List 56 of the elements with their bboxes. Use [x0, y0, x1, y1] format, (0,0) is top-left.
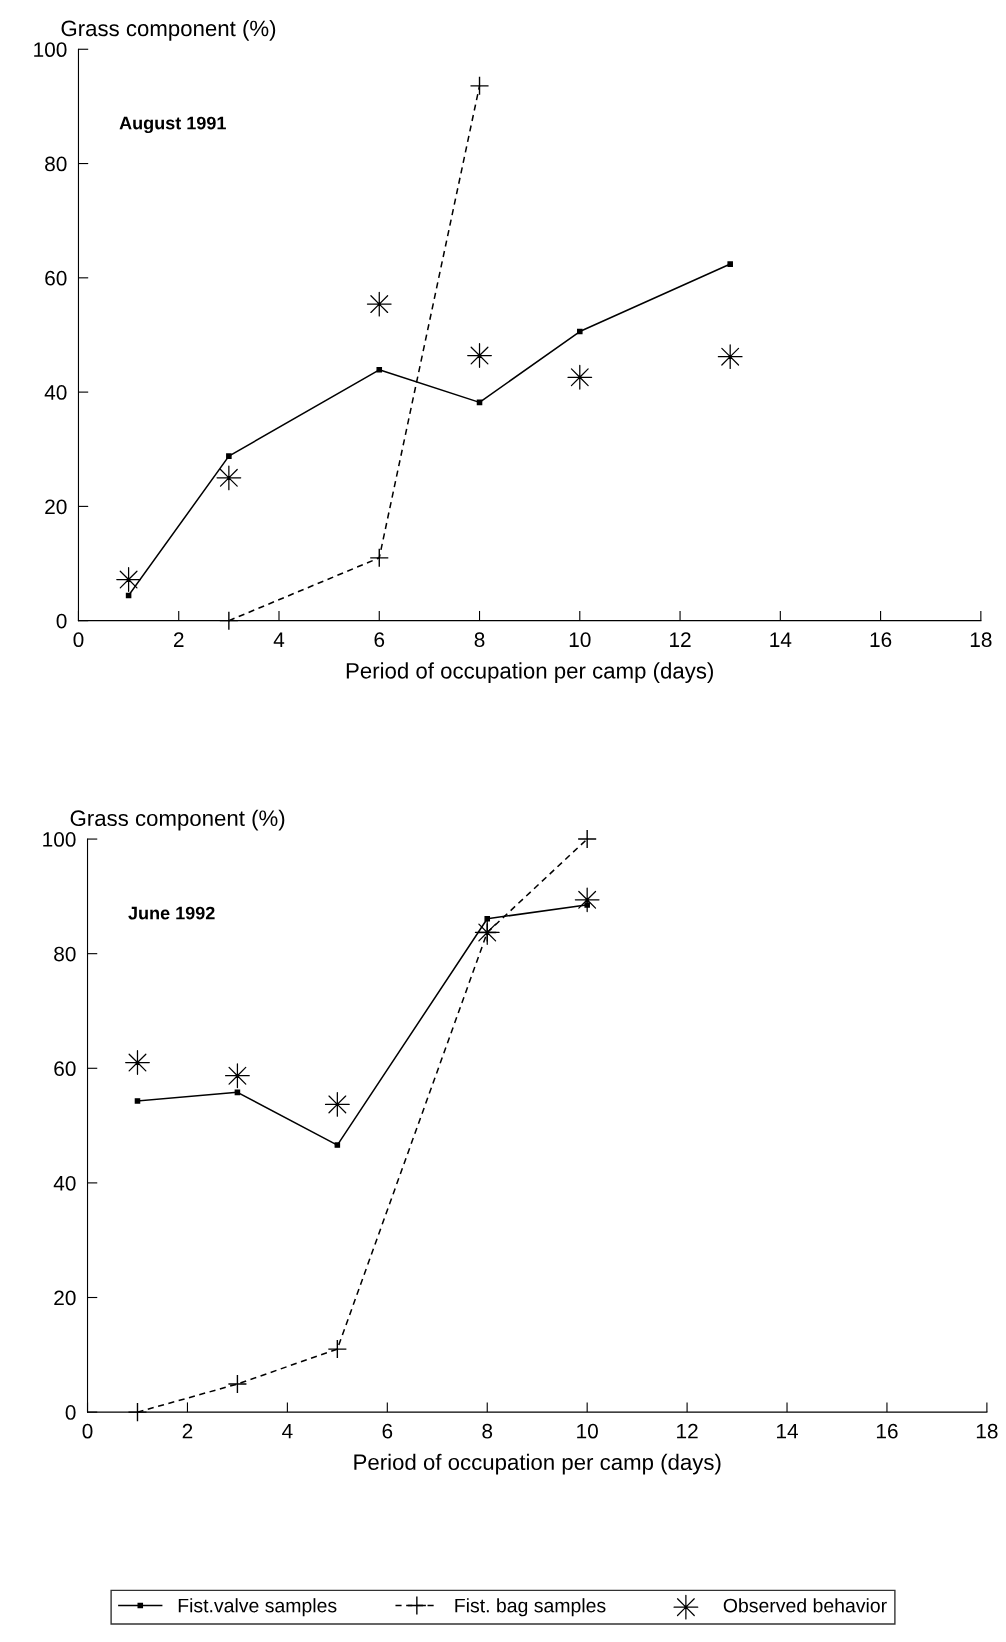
point: [369, 548, 389, 568]
annotation: June 1992: [128, 906, 215, 920]
point: [469, 76, 490, 96]
x-tick-label: 16: [870, 632, 892, 648]
legend-label: Fist.valve samples: [178, 1598, 337, 1617]
point: [376, 367, 383, 373]
y-tick-label: 0: [56, 613, 67, 629]
point: [727, 261, 733, 267]
x-tick-label: 18: [970, 632, 992, 648]
y-tick-label: 60: [45, 270, 67, 286]
x-tick-label: 4: [282, 1424, 293, 1439]
x-axis-title: Period of occupation per camp (days): [354, 1453, 721, 1475]
point: [577, 829, 597, 849]
point: [334, 1142, 341, 1148]
point: [227, 1374, 248, 1394]
x-tick-label: 18: [976, 1423, 998, 1439]
point: [717, 344, 743, 370]
point: [134, 1098, 141, 1104]
x-tick-label: 10: [569, 632, 591, 648]
y-tick-label: 100: [34, 42, 67, 58]
x-tick-label: 12: [670, 632, 691, 647]
y-axis-title: Grass component (%): [61, 19, 276, 41]
x-axis-title: Period of occupation per camp (days): [346, 662, 713, 684]
x-tick-label: 0: [82, 1423, 93, 1439]
x-tick-label: 2: [182, 1423, 193, 1439]
point: [484, 915, 491, 922]
y-tick-label: 40: [44, 385, 67, 400]
point: [224, 1063, 250, 1089]
legend-label: Fist. bag samples: [455, 1598, 606, 1617]
y-tick-label: 20: [45, 499, 67, 515]
point: [584, 902, 590, 908]
x-tick-label: 6: [374, 632, 385, 648]
point: [366, 291, 392, 317]
x-tick-label: 12: [677, 1423, 698, 1439]
x-tick-label: 16: [876, 1423, 898, 1439]
y-tick-label: 100: [43, 832, 76, 847]
y-tick-label: 20: [54, 1290, 76, 1306]
x-tick-label: 14: [777, 1424, 799, 1439]
point: [226, 453, 232, 459]
legend-label: Observed behavior: [723, 1598, 887, 1613]
point: [577, 328, 583, 335]
y-tick-label: 80: [54, 946, 76, 962]
y-tick-label: 0: [65, 1405, 76, 1420]
x-tick-label: 14: [770, 632, 792, 647]
y-tick-label: 40: [53, 1175, 76, 1191]
x-tick-label: 6: [382, 1423, 393, 1439]
annotation: August 1991: [119, 116, 226, 134]
x-tick-label: 10: [577, 1423, 598, 1439]
x-tick-label: 4: [273, 632, 285, 647]
y-axis-title: Grass component (%): [70, 809, 285, 831]
y-tick-label: 80: [45, 156, 67, 172]
x-tick-label: 2: [173, 632, 184, 647]
x-tick-label: 8: [482, 1423, 493, 1439]
x-tick-label: 8: [474, 632, 485, 648]
y-tick-label: 60: [54, 1061, 76, 1077]
point: [327, 1339, 348, 1359]
